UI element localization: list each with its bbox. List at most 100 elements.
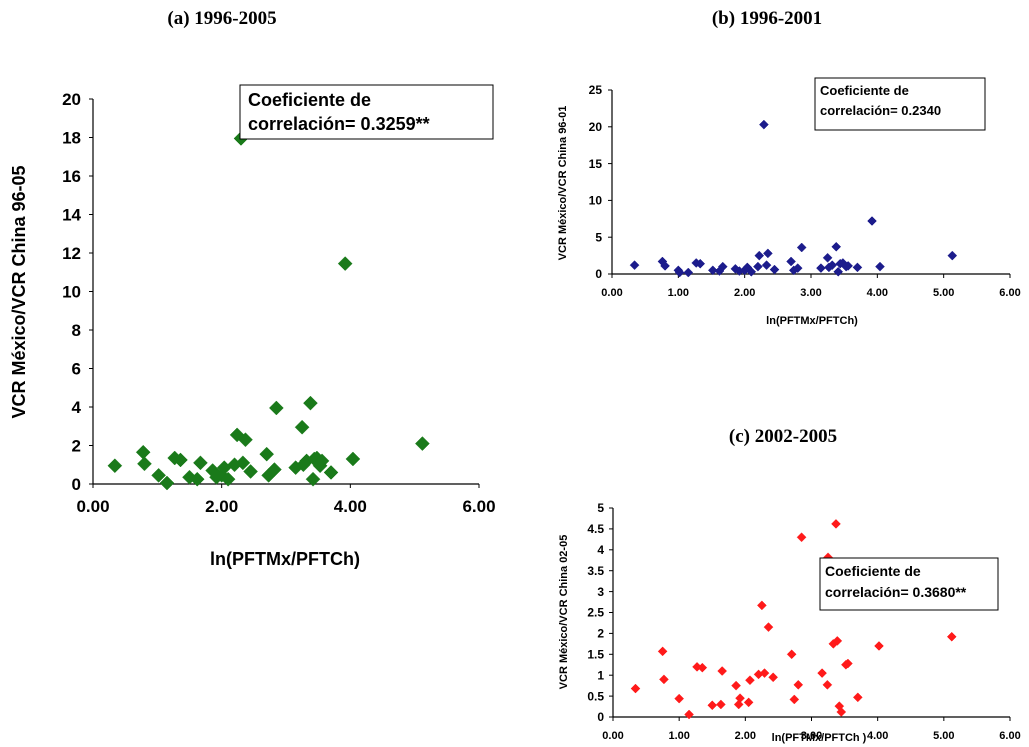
y-tick-label: 16 bbox=[62, 167, 81, 186]
data-point bbox=[763, 622, 774, 632]
data-point bbox=[220, 471, 236, 487]
y-tick-label: 8 bbox=[72, 321, 81, 340]
data-point bbox=[753, 261, 763, 272]
y-tick-label: 0 bbox=[597, 710, 604, 724]
x-tick-label: 0.00 bbox=[601, 287, 622, 299]
data-point bbox=[831, 519, 841, 529]
data-point bbox=[768, 672, 778, 683]
data-point bbox=[697, 662, 708, 673]
data-point bbox=[843, 658, 853, 669]
annotation-box bbox=[239, 84, 494, 140]
y-tick-label: 10 bbox=[589, 194, 603, 208]
data-point bbox=[789, 694, 800, 705]
annotation-box bbox=[814, 77, 986, 131]
data-point bbox=[674, 693, 685, 704]
data-point bbox=[657, 646, 668, 657]
y-axis-label: VCR México/VCR China 96-05 bbox=[9, 165, 29, 418]
data-point bbox=[759, 119, 769, 130]
data-point bbox=[243, 464, 258, 479]
data-point bbox=[759, 668, 770, 678]
data-point bbox=[769, 264, 780, 275]
x-tick-label: 2.00 bbox=[205, 497, 238, 516]
y-tick-label: 4.5 bbox=[587, 522, 604, 536]
x-tick-label: 2.00 bbox=[734, 287, 755, 299]
x-tick-label: 2.00 bbox=[735, 730, 756, 742]
data-point bbox=[135, 444, 151, 460]
data-point bbox=[843, 261, 854, 271]
y-tick-label: 1.5 bbox=[587, 648, 604, 662]
y-tick-label: 10 bbox=[62, 282, 81, 301]
data-point bbox=[735, 693, 745, 704]
data-point bbox=[792, 263, 803, 273]
data-point bbox=[707, 265, 718, 276]
data-point bbox=[831, 241, 842, 252]
y-tick-label: 2 bbox=[597, 627, 604, 641]
data-point bbox=[151, 467, 166, 483]
y-tick-label: 4 bbox=[597, 543, 604, 557]
x-axis-label: ln(PFTMx/PFTCh) bbox=[210, 549, 360, 569]
data-point bbox=[305, 471, 321, 487]
data-point bbox=[761, 260, 772, 271]
data-point bbox=[715, 699, 726, 710]
data-point bbox=[345, 451, 361, 467]
data-point bbox=[193, 455, 208, 471]
data-point bbox=[852, 262, 863, 273]
y-tick-label: 0 bbox=[72, 475, 81, 494]
data-point bbox=[659, 674, 669, 685]
data-point bbox=[337, 256, 353, 271]
data-point bbox=[796, 532, 807, 543]
data-point bbox=[817, 668, 827, 678]
data-point bbox=[660, 261, 670, 271]
x-tick-label: 0.00 bbox=[76, 497, 109, 516]
annotation-text: Coeficiente de bbox=[820, 83, 909, 98]
y-tick-label: 18 bbox=[62, 128, 81, 147]
data-point bbox=[816, 263, 826, 273]
y-tick-label: 2.5 bbox=[587, 606, 604, 620]
data-point bbox=[268, 400, 284, 416]
y-tick-label: 0.5 bbox=[587, 689, 604, 703]
data-point bbox=[786, 649, 797, 660]
data-point bbox=[137, 456, 152, 472]
data-point bbox=[796, 242, 807, 253]
x-tick-label: 4.00 bbox=[867, 730, 888, 742]
chart-a: (a) 1996-2005 0 2 4 6 8 10 12 14 16 18 20 0.00 2.00 4.… bbox=[9, 8, 496, 569]
y-tick-label: 20 bbox=[62, 90, 81, 109]
data-point bbox=[743, 697, 754, 708]
y-tick-label: 25 bbox=[589, 83, 603, 97]
x-tick-label: 5.00 bbox=[933, 287, 954, 299]
y-axis-label: VCR México/VCR China 02-05 bbox=[558, 535, 570, 690]
y-tick-label: 3 bbox=[597, 585, 604, 599]
x-tick-label: 3.00 bbox=[801, 730, 822, 742]
data-point bbox=[946, 631, 957, 642]
x-tick-label: 0.00 bbox=[602, 730, 623, 742]
chart-b: (b) 1996-2001 0 5 10 15 20 25 0.00 1.00 2.00 3.00 4… bbox=[557, 8, 1021, 327]
x-tick-label: 1.00 bbox=[668, 287, 689, 299]
annotation-text: Coeficiente de bbox=[825, 563, 921, 579]
data-point bbox=[874, 641, 884, 651]
data-point bbox=[867, 216, 877, 226]
data-point bbox=[323, 465, 339, 480]
data-point bbox=[267, 462, 282, 477]
data-point bbox=[717, 666, 728, 676]
data-point bbox=[754, 250, 765, 261]
data-point bbox=[294, 419, 310, 435]
data-point bbox=[763, 248, 773, 259]
x-tick-label: 6.00 bbox=[999, 730, 1020, 742]
x-tick-label: 6.00 bbox=[999, 287, 1020, 299]
y-tick-label: 14 bbox=[62, 205, 81, 224]
data-point bbox=[875, 261, 885, 272]
annotation-text: Coeficiente de bbox=[248, 90, 371, 110]
x-tick-label: 5.00 bbox=[933, 730, 954, 742]
data-point bbox=[832, 636, 843, 646]
data-point bbox=[822, 679, 833, 690]
data-point bbox=[822, 252, 833, 263]
annotation-box bbox=[819, 557, 999, 611]
y-tick-label: 20 bbox=[589, 120, 603, 134]
y-tick-label: 6 bbox=[72, 359, 81, 378]
data-point bbox=[683, 267, 694, 278]
data-point bbox=[630, 683, 641, 694]
x-axis-label: ln(PFTMx/PFTCh ) bbox=[772, 732, 867, 744]
x-tick-label: 3.00 bbox=[800, 287, 821, 299]
chart-title: (a) 1996-2005 bbox=[167, 8, 276, 29]
data-point bbox=[852, 692, 863, 703]
